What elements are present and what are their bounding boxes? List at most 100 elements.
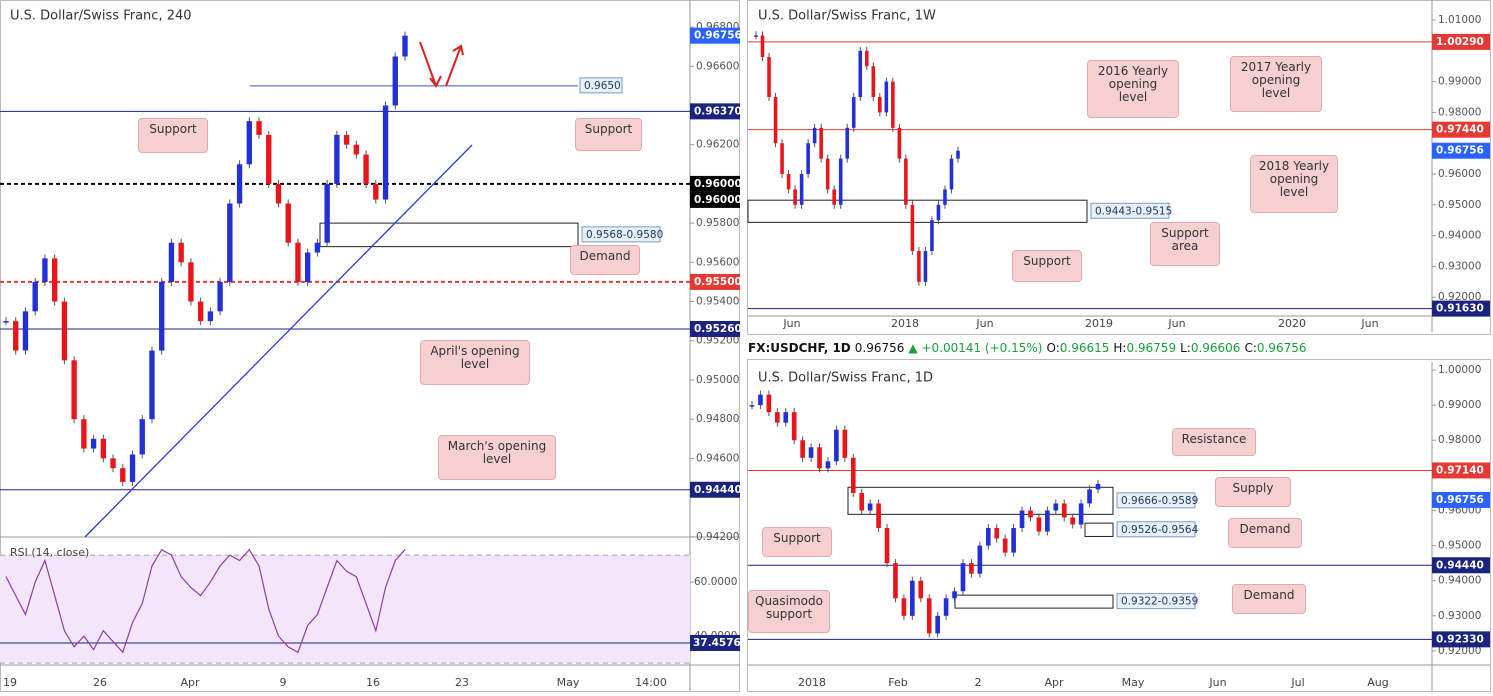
- price-label: 0.96756: [1436, 494, 1484, 506]
- price-label-box: [1432, 491, 1490, 508]
- zone: [847, 486, 1114, 515]
- x-tick-label: 2018: [891, 317, 919, 330]
- zone-label: 0.9526-0.9564: [1121, 524, 1199, 536]
- candle: [780, 143, 784, 175]
- candle: [100, 438, 106, 459]
- zone-label-box: [1116, 593, 1196, 610]
- candle: [773, 97, 778, 144]
- candle: [935, 615, 940, 634]
- candle: [910, 204, 915, 252]
- candle: [949, 158, 954, 190]
- y-tick-label: 0.92000: [1438, 291, 1481, 303]
- y-tick-label: 1.01000: [1438, 14, 1481, 26]
- zone: [747, 199, 1088, 223]
- callout: 2016 Yearly opening level: [1087, 60, 1179, 118]
- y-tick-label: 0.95000: [1438, 540, 1481, 552]
- candle: [832, 189, 836, 205]
- y-tick-label: 1.00000: [1438, 364, 1481, 376]
- candle: [825, 158, 830, 190]
- candle: [159, 281, 165, 351]
- rsi-line: [5, 548, 406, 654]
- candle: [864, 50, 869, 67]
- candle: [246, 121, 252, 165]
- candle: [851, 97, 856, 128]
- price-label: 0.95500: [694, 276, 742, 288]
- symbol-header: FX:USDCHF, 1D 0.96756 ▲ +0.00141 (+0.15%) O…: [748, 337, 1493, 359]
- candle: [754, 35, 758, 37]
- price-label: 0.91630: [1436, 303, 1484, 315]
- candle: [897, 127, 902, 159]
- candle: [197, 301, 204, 322]
- callout: Demand: [570, 245, 640, 275]
- y-tick-label: 0.94000: [1438, 575, 1481, 587]
- candle: [1078, 503, 1084, 525]
- y-tick-label: 0.95800: [696, 217, 739, 229]
- header-l-value: 0.96606: [1190, 341, 1241, 355]
- arrow: [419, 41, 442, 88]
- x-tick-label: Apr: [1044, 676, 1064, 689]
- x-tick-label: 23: [455, 676, 469, 689]
- callout: Support area: [1150, 222, 1220, 266]
- candle: [910, 580, 915, 616]
- panel-title: U.S. Dollar/Swiss Franc, 240: [10, 9, 192, 24]
- x-tick-label: 9: [280, 676, 287, 689]
- header-o: O:: [1046, 341, 1060, 355]
- y-tick-label: 0.96200: [696, 139, 739, 151]
- candle: [227, 203, 233, 282]
- zone-label-box: [581, 226, 661, 243]
- candle: [266, 134, 272, 184]
- y-tick-label: 60.0000: [694, 576, 737, 588]
- candle: [884, 528, 890, 564]
- candle: [1045, 510, 1050, 532]
- rsi-title: RSI (14, close): [10, 546, 89, 559]
- price-label-box: [690, 320, 740, 337]
- candle: [295, 242, 301, 282]
- candle: [867, 503, 873, 511]
- candle: [1002, 538, 1008, 553]
- candle: [120, 468, 126, 482]
- header-symbol: FX:USDCHF, 1D: [748, 341, 851, 355]
- callout: Supply: [1215, 477, 1291, 507]
- y-tick-label: 0.95000: [1438, 199, 1481, 211]
- candle: [42, 258, 48, 282]
- candle: [1095, 483, 1101, 490]
- callout: 2017 Yearly opening level: [1230, 56, 1322, 112]
- callout: Resistance: [1172, 428, 1256, 456]
- price-label-box: [1432, 300, 1490, 317]
- candle: [943, 598, 949, 616]
- y-tick-label: 0.94800: [696, 413, 739, 425]
- candle: [256, 121, 262, 135]
- price-label-box: [1432, 33, 1490, 50]
- callout: Support: [762, 527, 832, 557]
- price-label: 0.97440: [1436, 124, 1484, 136]
- header-h-value: 0.96759: [1126, 341, 1177, 355]
- candle: [793, 189, 797, 205]
- candle: [188, 262, 194, 302]
- candle: [1019, 510, 1025, 529]
- price-label-box: [1432, 121, 1490, 138]
- candle: [858, 50, 863, 98]
- candle: [766, 394, 772, 413]
- candle: [767, 56, 771, 98]
- candle: [838, 158, 843, 205]
- zone: [1084, 522, 1114, 537]
- y-tick-label: 0.94000: [1438, 230, 1481, 242]
- callout: Quasimodo support: [748, 590, 830, 633]
- candle: [13, 321, 19, 351]
- header-o-value: 0.96615: [1059, 341, 1110, 355]
- candle: [791, 412, 797, 441]
- x-tick-label: Jun: [975, 317, 993, 330]
- panel-title: U.S. Dollar/Swiss Franc, 1D: [758, 371, 933, 386]
- x-tick-label: 26: [93, 676, 107, 689]
- y-tick-label: 0.93000: [1438, 260, 1481, 272]
- candle: [758, 394, 763, 406]
- candle: [110, 458, 116, 469]
- candle: [90, 438, 97, 449]
- zone-label-box: [1090, 202, 1170, 219]
- candle: [977, 545, 983, 574]
- candle: [845, 127, 850, 159]
- y-tick-label: 0.95200: [696, 335, 739, 347]
- candle: [943, 189, 947, 205]
- zone-label: 0.9666-0.9589: [1121, 495, 1198, 507]
